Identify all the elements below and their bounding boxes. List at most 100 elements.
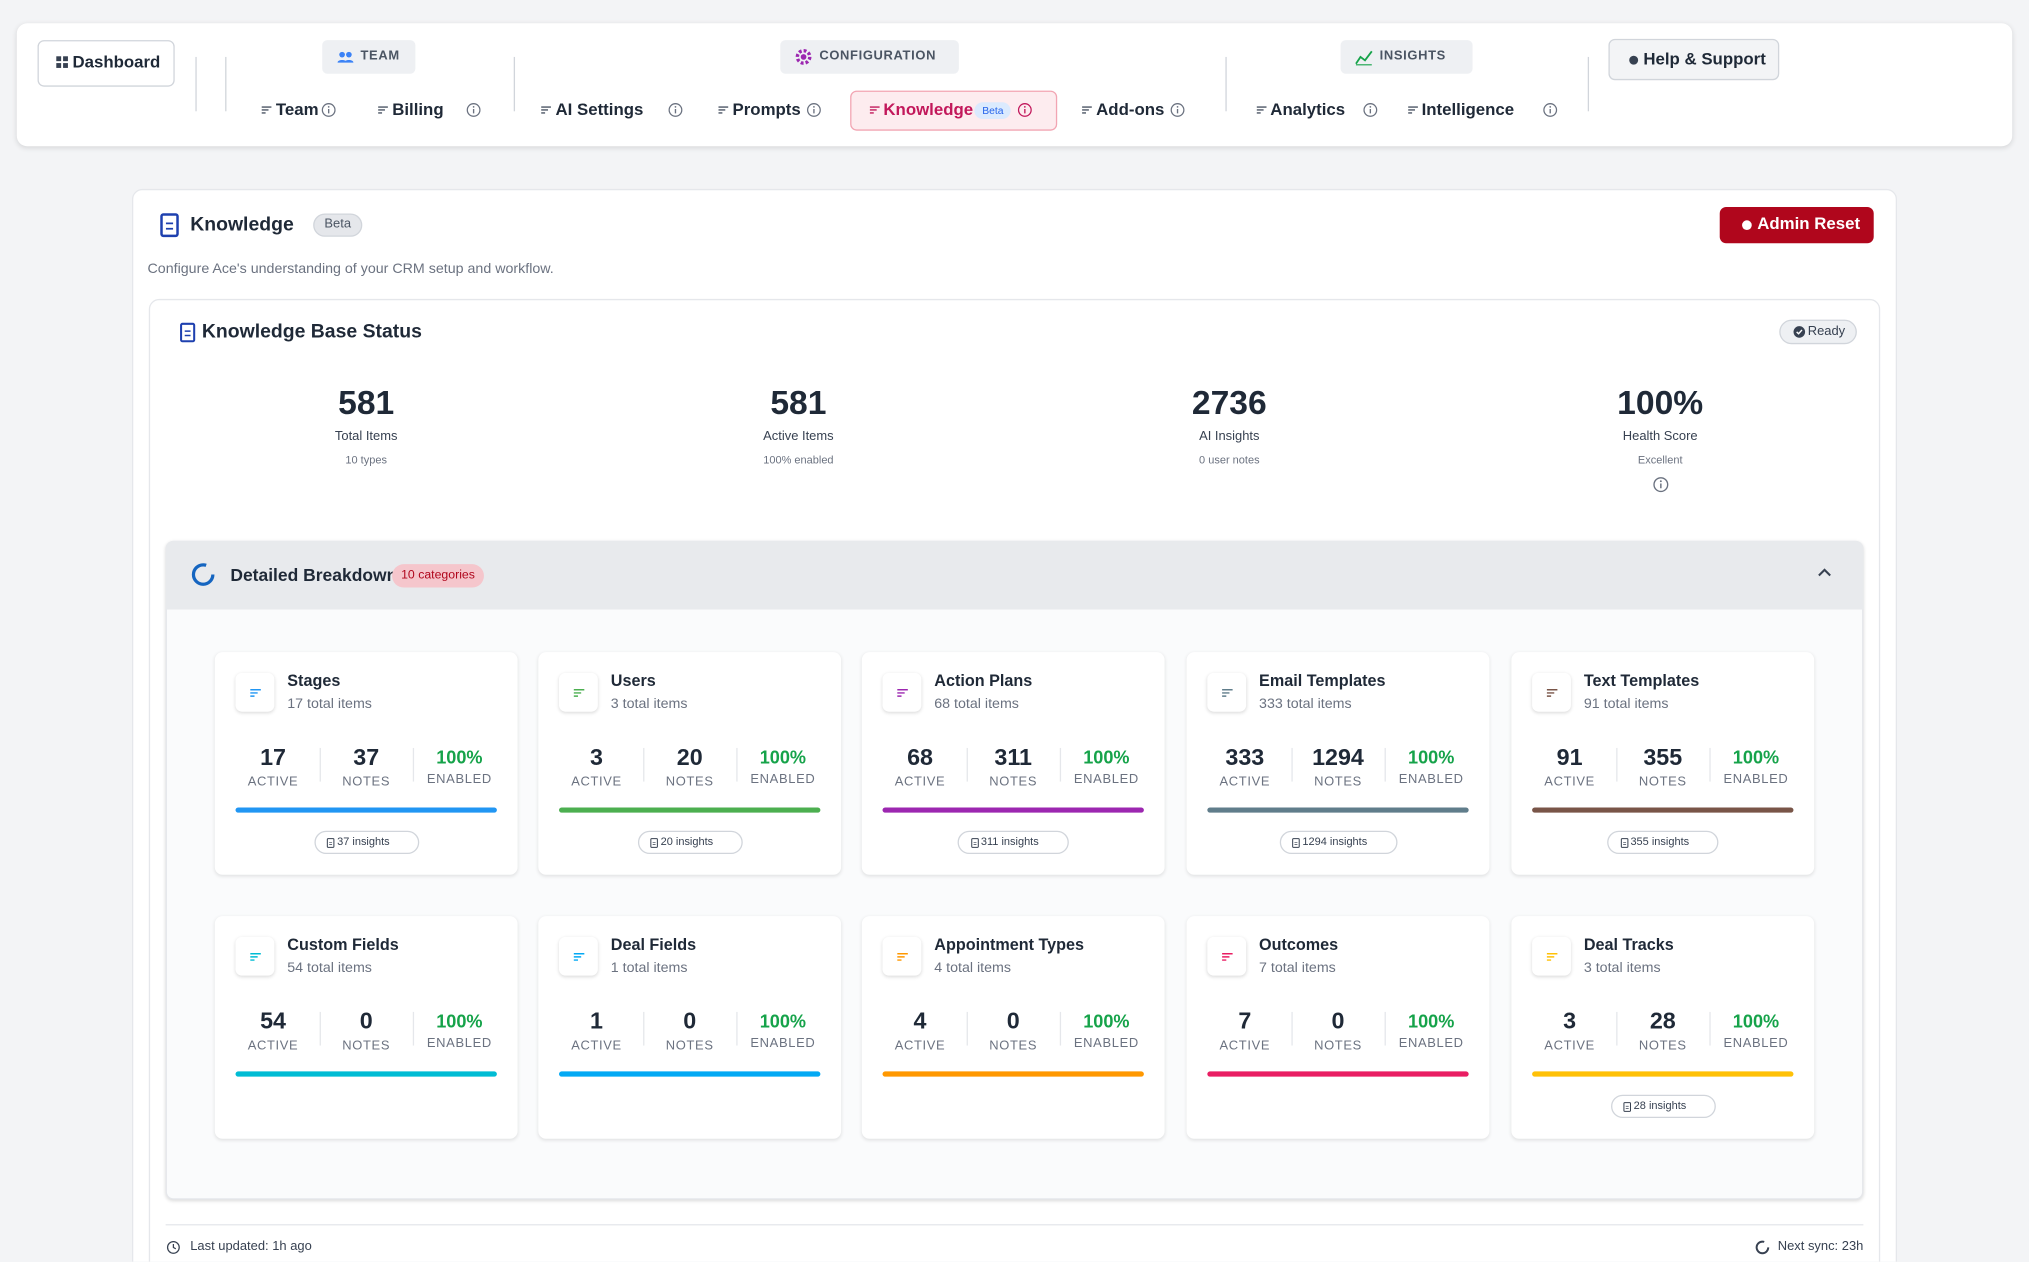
category-subtitle: 1 total items: [610, 960, 688, 977]
category-icon: [896, 688, 908, 697]
category-name: Stages: [287, 671, 341, 691]
stat-note: 10 types: [345, 452, 387, 466]
nav-item-icon: [541, 106, 552, 114]
notes-label: NOTES: [1314, 775, 1362, 790]
enabled-value: 100%: [1407, 1010, 1455, 1032]
category-icon: [573, 688, 584, 697]
notes-value: 1294: [1312, 744, 1364, 771]
nav-item-icon: [1407, 106, 1418, 114]
status-icon: [180, 322, 196, 343]
category-icon: [1546, 952, 1557, 961]
stat-note: Excellent: [1637, 452, 1683, 466]
active-label: ACTIVE: [1544, 775, 1595, 790]
stat-divider: [736, 1011, 738, 1046]
active-value: 333: [1225, 744, 1265, 771]
category-bar: [1207, 1071, 1469, 1077]
active-label: ACTIVE: [571, 1039, 622, 1054]
nav-item-icon: [1256, 106, 1267, 114]
nav-item-icon: [869, 106, 880, 114]
notes-value: 0: [1331, 1008, 1345, 1035]
notes-label: NOTES: [665, 1039, 714, 1054]
category-icon: [1546, 688, 1557, 697]
enabled-value: 100%: [759, 1010, 807, 1032]
enabled-label: ENABLED: [426, 772, 492, 787]
category-subtitle: 17 total items: [287, 696, 372, 713]
active-label: ACTIVE: [1544, 1039, 1595, 1054]
active-label: ACTIVE: [894, 1039, 946, 1054]
enabled-label: ENABLED: [1398, 772, 1464, 787]
category-name: Deal Fields: [610, 935, 697, 955]
group-label: CONFIGURATION: [819, 49, 937, 64]
notes-label: NOTES: [989, 1039, 1038, 1054]
stat-divider: [319, 747, 321, 782]
notes-value: 0: [1006, 1008, 1020, 1035]
nav-separator: [195, 56, 197, 112]
breakdown-title: Detailed Breakdown: [230, 564, 398, 585]
insights-pill: [1610, 1094, 1716, 1119]
category-bar: [1532, 1071, 1794, 1077]
stat-value: 100%: [1617, 382, 1704, 422]
stat-divider: [1291, 1011, 1293, 1046]
notes-label: NOTES: [1314, 1039, 1362, 1054]
info-icon: [1363, 103, 1378, 117]
nav-item-active[interactable]: [850, 90, 1058, 131]
category-icon: [1221, 952, 1232, 961]
nav-item-badge: [974, 102, 1011, 120]
category-subtitle: 3 total items: [610, 696, 688, 713]
notes-value: 311: [994, 744, 1032, 771]
page-description: Configure Ace's understanding of your CR…: [147, 261, 554, 278]
stat-divider: [1384, 1011, 1386, 1046]
category-bar: [235, 1071, 497, 1077]
stat-value: 2736: [1191, 382, 1267, 422]
info-icon: [1543, 103, 1558, 117]
page-badge-label: Beta: [324, 217, 352, 232]
active-label: ACTIVE: [247, 1039, 299, 1054]
stat-label: Health Score: [1622, 429, 1698, 444]
notes-label: NOTES: [989, 775, 1038, 790]
stat-label: AI Insights: [1199, 429, 1260, 444]
insights-pill: [637, 830, 743, 855]
last-updated: Last updated: 1h ago: [190, 1239, 312, 1254]
insights-icon: [650, 837, 658, 848]
active-label: ACTIVE: [1219, 775, 1271, 790]
notes-label: NOTES: [342, 775, 391, 790]
info-icon: [466, 103, 481, 117]
active-value: 91: [1556, 744, 1583, 771]
enabled-value: 100%: [1407, 746, 1455, 768]
nav-item-label: Add-ons: [1096, 99, 1165, 119]
enabled-label: ENABLED: [426, 1036, 492, 1051]
enabled-label: ENABLED: [1073, 1036, 1139, 1051]
nav-item-label: Intelligence: [1421, 99, 1515, 119]
nav-separator: [513, 56, 516, 112]
category-name: Outcomes: [1259, 935, 1339, 955]
stat-divider: [412, 1011, 415, 1046]
status-badge-label: Ready: [1807, 324, 1846, 339]
stat-divider: [966, 747, 968, 782]
nav-item-label: Prompts: [732, 99, 801, 119]
notes-value: 20: [676, 744, 703, 771]
status-badge-icon: [1792, 326, 1805, 338]
breakdown-badge-label: 10 categories: [401, 568, 475, 583]
category-name: Appointment Types: [934, 935, 1085, 955]
category-icon: [249, 688, 261, 697]
active-value: 4: [913, 1008, 927, 1035]
notes-value: 0: [359, 1008, 373, 1035]
notes-label: NOTES: [342, 1039, 391, 1054]
category-bar: [1207, 807, 1469, 813]
stat-label: Total Items: [334, 429, 398, 444]
knowledge-icon: [160, 213, 179, 238]
next-sync: Next sync: 23h: [1777, 1239, 1864, 1254]
category-subtitle: 4 total items: [934, 960, 1012, 977]
insights-label: 311 insights: [980, 834, 1039, 848]
group-header: [780, 40, 959, 74]
collapse-icon: [1818, 568, 1831, 577]
insights-icon: [1620, 837, 1628, 848]
active-value: 7: [1238, 1008, 1252, 1035]
category-name: Users: [610, 671, 656, 691]
notes-value: 355: [1643, 744, 1683, 771]
stat-divider: [1059, 747, 1062, 782]
group-label: INSIGHTS: [1379, 49, 1446, 64]
insights-icon: [1292, 837, 1300, 848]
active-label: ACTIVE: [894, 775, 946, 790]
